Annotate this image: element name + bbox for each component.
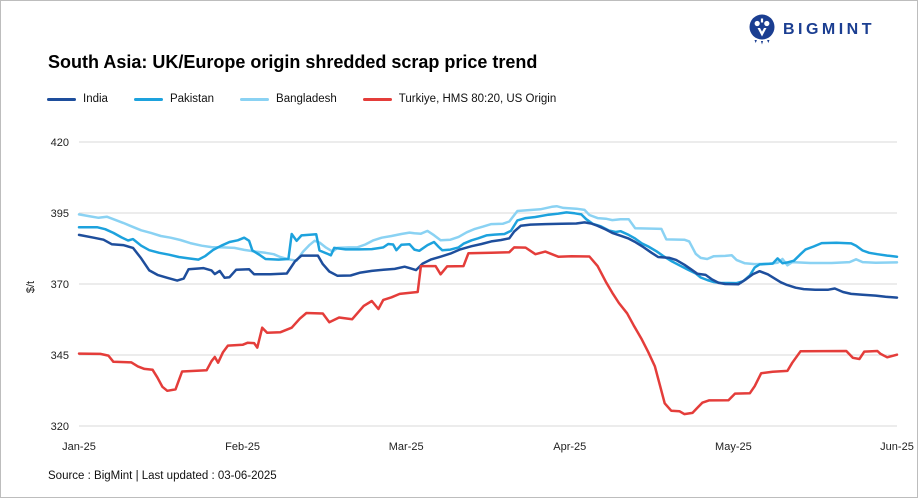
bigmint-logo-icon: [748, 14, 776, 45]
india-line-swatch: [47, 97, 76, 101]
legend-item-turkiye[interactable]: Turkiye, HMS 80:20, US Origin: [362, 93, 557, 105]
series-line-bangladesh: [77, 204, 899, 267]
legend-item-bangladesh[interactable]: Bangladesh: [240, 93, 337, 105]
legend-label: India: [83, 93, 108, 105]
brand-logo: BIGMINT: [748, 14, 875, 45]
series-line-pakistan: [77, 211, 899, 285]
brand-name: BIGMINT: [782, 20, 875, 38]
y-tick-label-370: 370: [51, 279, 69, 291]
chart-title: South Asia: UK/Europe origin shredded sc…: [48, 52, 538, 72]
y-axis-title: $/t: [25, 281, 37, 293]
x-tick-label-Apr-25: Apr-25: [553, 441, 586, 453]
legend-label: Bangladesh: [276, 93, 337, 105]
turkiye-line-swatch: [362, 97, 392, 101]
x-tick-label-Mar-25: Mar-25: [389, 441, 424, 453]
legend-label: Pakistan: [169, 93, 215, 105]
x-tick-label-Jan-25: Jan-25: [62, 441, 96, 453]
pakistan-line-swatch: [133, 97, 163, 101]
x-tick-label-May-25: May-25: [715, 441, 752, 453]
legend-item-india[interactable]: India: [47, 93, 108, 105]
x-tick-label-Jun-25: Jun-25: [880, 441, 914, 453]
series-line-turkiye-hms-80-20-us-origin: [77, 246, 899, 416]
chart-legend: India Pakistan Bangladesh Turkiye, HMS 8…: [47, 93, 582, 105]
bangladesh-line-swatch: [240, 97, 270, 101]
y-tick-label-320: 320: [51, 421, 69, 433]
series-line-india: [77, 221, 899, 299]
y-tick-label-395: 395: [51, 208, 69, 220]
x-tick-label-Feb-25: Feb-25: [225, 441, 260, 453]
y-tick-label-420: 420: [51, 137, 69, 149]
y-tick-label-345: 345: [51, 350, 69, 362]
legend-label: Turkiye, HMS 80:20, US Origin: [398, 93, 557, 105]
source-note: Source : BigMint | Last updated : 03-06-…: [48, 470, 277, 482]
legend-item-pakistan[interactable]: Pakistan: [133, 93, 215, 105]
